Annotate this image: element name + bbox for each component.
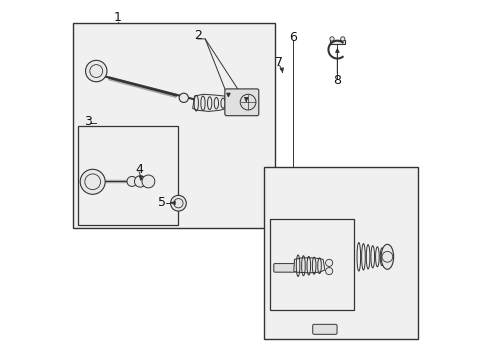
Circle shape: [80, 169, 105, 194]
Circle shape: [340, 37, 344, 41]
Circle shape: [325, 259, 332, 266]
Ellipse shape: [380, 244, 393, 269]
Bar: [270, 219, 353, 310]
Circle shape: [85, 60, 107, 82]
FancyBboxPatch shape: [312, 324, 336, 334]
Text: 5: 5: [157, 196, 165, 210]
Text: 8: 8: [333, 74, 341, 87]
Bar: [73, 23, 274, 228]
Circle shape: [179, 93, 188, 103]
Text: 4: 4: [135, 163, 143, 176]
Polygon shape: [192, 94, 226, 111]
Text: 1: 1: [114, 11, 122, 24]
Text: 6: 6: [289, 31, 297, 44]
Text: 2: 2: [194, 29, 202, 42]
Circle shape: [134, 176, 145, 187]
Circle shape: [127, 176, 137, 186]
Polygon shape: [293, 258, 324, 273]
Text: 3: 3: [84, 114, 92, 127]
FancyBboxPatch shape: [273, 264, 295, 272]
Text: 7: 7: [274, 56, 282, 69]
FancyBboxPatch shape: [224, 89, 258, 116]
Circle shape: [325, 267, 332, 275]
Circle shape: [329, 37, 333, 41]
Circle shape: [142, 175, 155, 188]
Bar: [329, 40, 344, 44]
Bar: [78, 126, 178, 225]
Bar: [264, 167, 417, 339]
Circle shape: [170, 195, 186, 211]
